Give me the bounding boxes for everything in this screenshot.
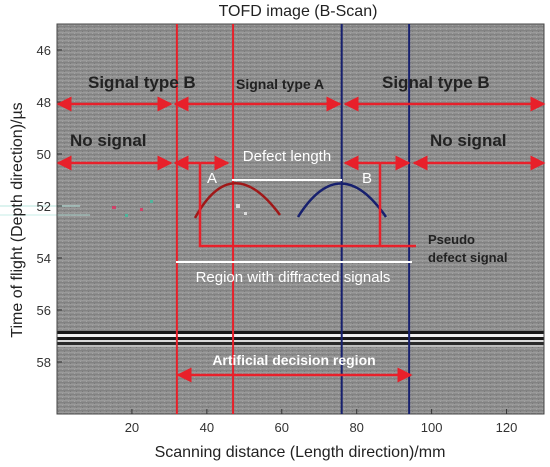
x-tick-label: 40 bbox=[200, 420, 214, 435]
x-tick-label: 60 bbox=[275, 420, 289, 435]
chart-title: TOFD image (B-Scan) bbox=[219, 3, 378, 20]
x-tick-label: 120 bbox=[496, 420, 518, 435]
backwall-echo bbox=[57, 331, 544, 347]
y-tick-label: 54 bbox=[37, 251, 51, 266]
label-pseudo-line1: Pseudo bbox=[428, 232, 475, 247]
label-signal-type-a: Signal type A bbox=[236, 76, 324, 92]
region-boundaries bbox=[175, 24, 411, 414]
scan-image bbox=[0, 23, 545, 415]
plot-frame bbox=[56, 23, 545, 415]
label-no-signal-left: No signal bbox=[70, 131, 147, 150]
x-tick-label: 20 bbox=[125, 420, 139, 435]
pseudo-defect-bracket bbox=[198, 163, 416, 248]
y-tick-label: 56 bbox=[37, 303, 51, 318]
diffraction-signal-blue bbox=[296, 182, 388, 218]
y-axis-ticks: 46 48 50 52 54 56 58 bbox=[37, 43, 62, 370]
y-axis-label: Time of flight (Depth direction)/µs bbox=[9, 102, 26, 337]
label-marker-a: A bbox=[207, 170, 217, 187]
x-axis-ticks: 20 40 60 80 100 120 bbox=[125, 409, 518, 435]
diffraction-signal-red bbox=[193, 182, 282, 219]
y-tick-label: 46 bbox=[37, 43, 51, 58]
x-tick-label: 100 bbox=[421, 420, 443, 435]
label-marker-b: B bbox=[362, 170, 372, 187]
label-defect-length: Defect length bbox=[243, 148, 331, 165]
y-tick-label: 58 bbox=[37, 355, 51, 370]
y-tick-label: 50 bbox=[37, 147, 51, 162]
label-diffracted-region: Region with diffracted signals bbox=[196, 269, 391, 286]
y-tick-label: 52 bbox=[37, 199, 51, 214]
label-signal-type-b-right: Signal type B bbox=[382, 73, 490, 92]
label-decision-region: Artificial decision region bbox=[212, 352, 375, 368]
noise-speckle bbox=[0, 200, 247, 217]
x-tick-label: 80 bbox=[349, 420, 363, 435]
scan-background bbox=[57, 24, 544, 414]
label-pseudo-line2: defect signal bbox=[428, 250, 507, 265]
x-axis-label: Scanning distance (Length direction)/mm bbox=[155, 444, 446, 461]
label-no-signal-right: No signal bbox=[430, 131, 507, 150]
y-tick-label: 48 bbox=[37, 95, 51, 110]
label-signal-type-b-left: Signal type B bbox=[88, 73, 196, 92]
